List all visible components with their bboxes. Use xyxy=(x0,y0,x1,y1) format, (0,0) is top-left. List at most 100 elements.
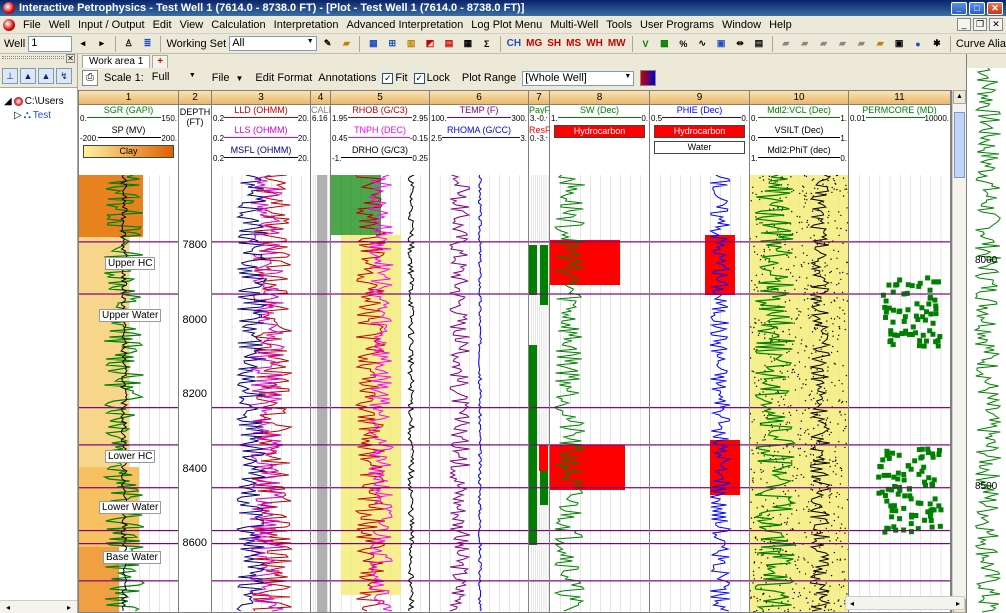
curve-header[interactable]: VSILT (Dec) 0. 1. xyxy=(750,125,848,145)
menu-user-programs[interactable]: User Programs xyxy=(639,18,714,31)
curve-header[interactable]: CALI 6.16 xyxy=(311,105,331,125)
tool-d-icon[interactable]: ▰ xyxy=(838,38,846,48)
track-header-2[interactable]: 2 DEPTH (FT) xyxy=(179,91,212,175)
menu-view[interactable]: View xyxy=(179,18,204,31)
tree-well[interactable]: ▷ ⛬ Test xyxy=(14,109,52,121)
minimize-button[interactable]: _ xyxy=(951,1,967,15)
sh-button[interactable]: SH xyxy=(547,38,562,49)
ms-button[interactable]: MS xyxy=(566,38,582,49)
report-icon[interactable]: ▤ xyxy=(754,38,764,48)
open-folder-icon[interactable]: ▰ xyxy=(876,38,884,48)
next-well-icon[interactable]: ▸ xyxy=(99,38,104,48)
track-header-11[interactable]: 11 PERMCORE (MD) 0.01 10000. xyxy=(849,91,951,175)
curve-header[interactable]: PayF 3.-0. xyxy=(529,105,550,125)
annotations-button[interactable]: Annotations xyxy=(318,72,377,84)
curve-header[interactable]: SW (Dec) 1. 0. xyxy=(550,105,649,125)
track-header-1[interactable]: 1 SGR (GAPI) 0. 150. SP (MV) -200. 200. Clay xyxy=(79,91,179,175)
menu-tools[interactable]: Tools xyxy=(606,18,632,31)
working-set-select[interactable]: All xyxy=(229,36,317,51)
track-header-8[interactable]: 8 SW (Dec) 1. 0. Hydrocarbon xyxy=(550,91,650,175)
lock-checkbox[interactable]: ✓ Lock xyxy=(413,72,450,84)
curve-header[interactable]: TEMP (F) 100. 300. xyxy=(430,105,528,125)
track-header-10[interactable]: 10 Mdl2:VCL (Dec) 0. 1. VSILT (Dec) 0. 1. Mdl2:… xyxy=(750,91,849,175)
chart-icon[interactable]: ◩ xyxy=(425,38,435,48)
tree-tool-1-icon[interactable]: ⊥ xyxy=(2,68,18,84)
track-body-3[interactable] xyxy=(212,175,311,612)
plot-range-select[interactable]: [Whole Well] xyxy=(522,70,635,86)
fit-checkbox[interactable]: ✓ Fit xyxy=(382,72,408,84)
edit-format-button[interactable]: Edit Format xyxy=(255,72,313,84)
menu-edit[interactable]: Edit xyxy=(152,18,172,31)
tree-root[interactable]: ◢ C:\Users xyxy=(4,95,64,107)
tree-tool-2-icon[interactable]: ▲ xyxy=(20,68,36,84)
curve-header[interactable]: PHIE (Dec) 0.5 0. xyxy=(650,105,749,125)
curve-header[interactable]: SGR (GAPI) 0. 150. xyxy=(79,105,178,125)
curve-header[interactable]: PERMCORE (MD) 0.01 10000. xyxy=(849,105,950,125)
track-header-4[interactable]: 4 CALI 6.16 xyxy=(311,91,331,175)
menu-log-plot[interactable]: Log Plot Menu xyxy=(471,18,543,31)
log-plot[interactable]: 1 SGR (GAPI) 0. 150. SP (MV) -200. 200. Clay Upp… xyxy=(78,90,952,613)
track-header-6[interactable]: 6 TEMP (F) 100. 300. RHOMA (G/CC) 2.5 3. xyxy=(430,91,529,175)
menu-multi-well[interactable]: Multi-Well xyxy=(550,18,599,31)
tool-e-icon[interactable]: ▰ xyxy=(857,38,865,48)
tree-tool-4-icon[interactable]: ↯ xyxy=(56,68,72,84)
menu-interpretation[interactable]: Interpretation xyxy=(273,18,339,31)
folder-icon[interactable]: ▰ xyxy=(343,38,350,48)
menu-window[interactable]: Window xyxy=(721,18,762,31)
track-header-9[interactable]: 9 PHIE (Dec) 0.5 0. Hydrocarbon Water xyxy=(650,91,750,175)
curve-header[interactable]: RHOB (G/C3) 1.95 2.95 xyxy=(331,105,429,125)
mw-button[interactable]: MW xyxy=(607,38,626,49)
tree-tool-3-icon[interactable]: ▲ xyxy=(38,68,54,84)
ch-button[interactable]: CH xyxy=(506,38,522,49)
pin-icon[interactable]: ✎ xyxy=(323,38,332,48)
curve-header[interactable]: Mdl2:VCL (Dec) 0. 1. xyxy=(750,105,848,125)
tool-b-icon[interactable]: ▰ xyxy=(801,38,809,48)
person-icon[interactable]: ♙ xyxy=(124,38,133,48)
curve-header[interactable]: ResF 0.-3. xyxy=(529,125,551,145)
grid-icon[interactable]: ▦ xyxy=(369,38,378,48)
plot-hscroll[interactable]: ◂ ▸ xyxy=(845,596,965,610)
curve-header[interactable]: RHOMA (G/CC) 2.5 3. xyxy=(430,125,528,145)
sigma-icon[interactable]: Σ xyxy=(484,38,490,49)
track-body-1[interactable]: Upper HC Upper Water Lower HC Lower Water Ba… xyxy=(79,175,179,612)
mdi-minimize-button[interactable]: _ xyxy=(957,18,971,31)
mdi-restore-button[interactable]: ❐ xyxy=(973,18,987,31)
menu-advanced-interpretation[interactable]: Advanced Interpretation xyxy=(346,18,464,31)
menu-file[interactable]: File xyxy=(23,18,41,31)
mdi-close-button[interactable]: ✕ xyxy=(989,18,1003,31)
percent-icon[interactable]: % xyxy=(679,38,688,49)
crossplot-icon[interactable]: ⊞ xyxy=(388,38,397,48)
track-body-9[interactable] xyxy=(650,175,750,612)
track-body-10[interactable] xyxy=(750,175,849,612)
menu-well[interactable]: Well xyxy=(48,18,70,31)
plot-vscroll[interactable]: ▲ ▼ xyxy=(952,90,966,613)
calc-icon[interactable]: ▩ xyxy=(660,38,669,48)
panel-close-icon[interactable]: ✕ xyxy=(66,54,75,63)
panel-grip[interactable] xyxy=(2,56,64,59)
curve-header[interactable]: LLS (OHMM) 0.2 20. xyxy=(212,125,310,145)
track-body-7[interactable] xyxy=(529,175,550,612)
save-icon[interactable]: ▣ xyxy=(894,38,904,48)
track-body-2[interactable]: 7800 8000 8200 8400 8600 xyxy=(179,175,212,612)
track-header-5[interactable]: 5 RHOB (G/C3) 1.95 2.95 TNPH (DEC) 0.45 -0.15 D… xyxy=(331,91,430,175)
tool-c-icon[interactable]: ▰ xyxy=(820,38,828,48)
close-button[interactable]: ✕ xyxy=(987,1,1003,15)
curve-header[interactable]: MSFL (OHMM) 0.2 20. xyxy=(212,145,310,165)
scale-select[interactable]: Full xyxy=(150,71,198,86)
curve-header[interactable]: DRHO (G/C3) -1. 0.25 xyxy=(331,145,429,165)
table-icon[interactable]: ▦ xyxy=(463,38,473,48)
track-header-7[interactable]: 7 PayF 3.-0. ResF 0.-3. xyxy=(529,91,551,175)
tool-a-icon[interactable]: ▰ xyxy=(782,38,790,48)
wh-button[interactable]: WH xyxy=(586,38,603,49)
track-body-6[interactable] xyxy=(430,175,529,612)
menu-help[interactable]: Help xyxy=(769,18,792,31)
file-menu-button[interactable]: File xyxy=(211,72,230,84)
track-body-11[interactable] xyxy=(849,175,951,612)
mg-button[interactable]: MG xyxy=(526,38,543,49)
track-body-4[interactable] xyxy=(311,175,331,612)
tree-hscroll[interactable]: ◂ ▸ xyxy=(0,600,77,613)
menu-input-output[interactable]: Input / Output xyxy=(77,18,145,31)
prev-well-icon[interactable]: ◂ xyxy=(80,38,86,48)
vsh-icon[interactable]: V xyxy=(642,38,649,49)
menu-calculation[interactable]: Calculation xyxy=(211,18,266,31)
